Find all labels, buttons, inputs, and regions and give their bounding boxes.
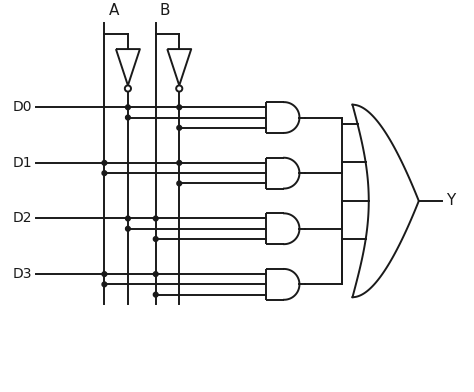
- Circle shape: [102, 282, 107, 287]
- Circle shape: [154, 272, 158, 276]
- Circle shape: [177, 160, 182, 165]
- Circle shape: [154, 292, 158, 297]
- Text: D1: D1: [13, 156, 33, 170]
- Circle shape: [177, 181, 182, 186]
- Text: D3: D3: [13, 267, 33, 281]
- Text: A: A: [109, 3, 119, 18]
- Circle shape: [102, 160, 107, 165]
- Circle shape: [154, 216, 158, 221]
- Circle shape: [126, 115, 130, 120]
- Circle shape: [176, 85, 182, 92]
- Circle shape: [126, 227, 130, 231]
- Text: Y: Y: [446, 193, 455, 209]
- Text: D0: D0: [13, 100, 33, 114]
- Text: B: B: [160, 3, 171, 18]
- Circle shape: [125, 85, 131, 92]
- Circle shape: [177, 105, 182, 110]
- Circle shape: [102, 272, 107, 276]
- Circle shape: [154, 237, 158, 241]
- Circle shape: [177, 125, 182, 130]
- Circle shape: [126, 105, 130, 110]
- Circle shape: [126, 216, 130, 221]
- Circle shape: [102, 171, 107, 176]
- Text: D2: D2: [13, 211, 33, 225]
